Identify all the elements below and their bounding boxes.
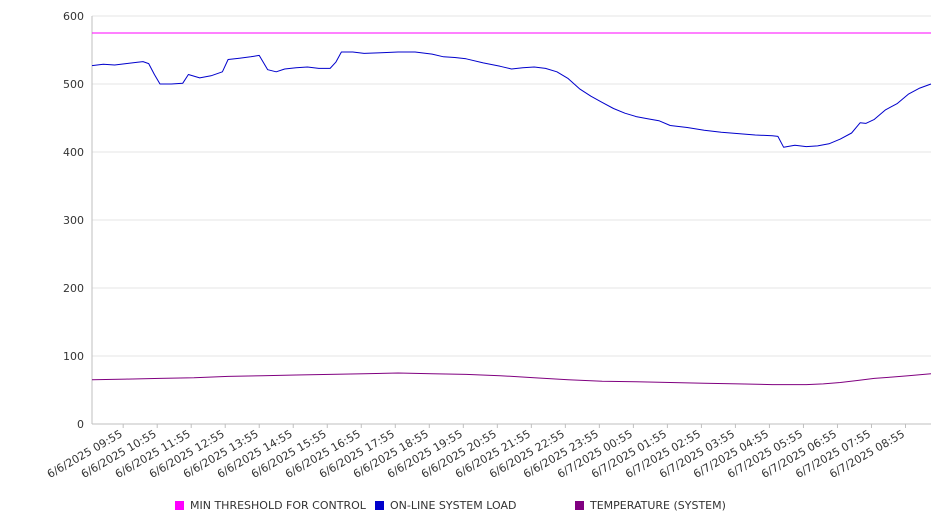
legend-swatch-system-load [375, 501, 384, 510]
legend-swatch-temperature [575, 501, 584, 510]
x-tick-labels: 6/6/2025 09:556/6/2025 10:556/6/2025 11:… [45, 427, 907, 481]
legend-item-system-load[interactable]: ON-LINE SYSTEM LOAD [375, 499, 516, 512]
legend-label-threshold: MIN THRESHOLD FOR CONTROL [190, 499, 366, 512]
legend: MIN THRESHOLD FOR CONTROL ON-LINE SYSTEM… [0, 496, 946, 516]
chart-plot: 0 100 200 300 400 500 600 6/6/2025 09:556/6/20… [45, 10, 932, 481]
series-lines [91, 32, 932, 386]
temperature-line [91, 372, 932, 386]
y-tick-label: 400 [63, 146, 84, 159]
legend-label-system-load: ON-LINE SYSTEM LOAD [390, 499, 517, 512]
axes [91, 16, 931, 428]
y-tick-label: 500 [63, 78, 84, 91]
y-tick-label: 600 [63, 10, 84, 23]
y-tick-label: 0 [77, 418, 84, 431]
legend-item-temperature[interactable]: TEMPERATURE (SYSTEM) [575, 499, 726, 512]
y-tick-label: 200 [63, 282, 84, 295]
grid-lines [92, 15, 931, 357]
y-tick-label: 300 [63, 214, 84, 227]
legend-swatch-threshold [175, 501, 184, 510]
legend-label-temperature: TEMPERATURE (SYSTEM) [590, 499, 726, 512]
system-load-line [91, 51, 932, 148]
y-tick-labels: 0 100 200 300 400 500 600 [63, 10, 84, 431]
y-tick-label: 100 [63, 350, 84, 363]
legend-item-threshold[interactable]: MIN THRESHOLD FOR CONTROL [175, 499, 366, 512]
